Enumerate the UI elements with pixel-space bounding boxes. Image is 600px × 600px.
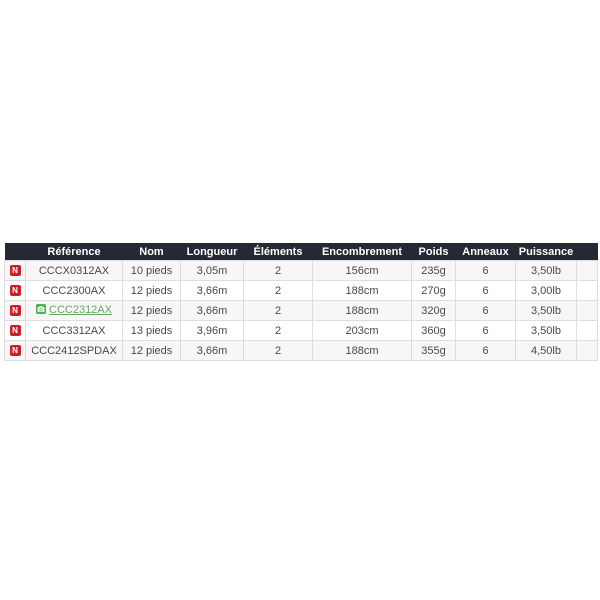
elements-cell: 2 [243, 300, 313, 321]
anneaux-cell: 6 [455, 280, 516, 301]
poids-cell: 360g [411, 320, 456, 341]
elements-cell: 2 [243, 340, 313, 361]
longueur-cell: 3,05m [180, 260, 244, 281]
table-header-row: Référence Nom Longueur Éléments Encombre… [4, 243, 598, 261]
encombrement-cell: 203cm [312, 320, 412, 341]
spacer-cell [576, 340, 598, 361]
nom-cell: 12 pieds [122, 300, 181, 321]
new-badge-cell: N [4, 320, 26, 341]
reference-cell: CCC3312AX [25, 320, 123, 341]
product-spec-table: Référence Nom Longueur Éléments Encombre… [4, 243, 598, 361]
table-row: N CCC2412SPDAX 12 pieds 3,66m 2 188cm 35… [4, 340, 598, 361]
spacer-cell [576, 280, 598, 301]
new-badge-cell: N [4, 280, 26, 301]
product-table-wrap: Référence Nom Longueur Éléments Encombre… [4, 243, 598, 361]
anneaux-cell: 6 [455, 320, 516, 341]
column-header-poids: Poids [411, 243, 456, 261]
column-header-longueur: Longueur [180, 243, 244, 261]
reference-cell: CCC2412SPDAX [25, 340, 123, 361]
spacer-cell [576, 320, 598, 341]
elements-cell: 2 [243, 280, 313, 301]
encombrement-cell: 188cm [312, 340, 412, 361]
table-row: N CCC2300AX 12 pieds 3,66m 2 188cm 270g … [4, 280, 598, 301]
anneaux-cell: 6 [455, 300, 516, 321]
new-badge-cell: N [4, 340, 26, 361]
reference-link[interactable]: CCC2312AX [36, 304, 112, 316]
new-badge: N [9, 305, 21, 317]
encombrement-cell: 188cm [312, 280, 412, 301]
new-badge: N [9, 325, 21, 337]
column-header-elements: Éléments [243, 243, 313, 261]
new-badge-cell: N [4, 300, 26, 321]
poids-cell: 320g [411, 300, 456, 321]
column-header-reference: Référence [25, 243, 123, 261]
table-row: N CCCX0312AX 10 pieds 3,05m 2 156cm 235g… [4, 260, 598, 281]
longueur-cell: 3,66m [180, 280, 244, 301]
longueur-cell: 3,66m [180, 300, 244, 321]
encombrement-cell: 156cm [312, 260, 412, 281]
anneaux-cell: 6 [455, 260, 516, 281]
spacer-cell [576, 300, 598, 321]
new-badge: N [9, 285, 21, 297]
spacer-cell [576, 260, 598, 281]
new-badge: N [9, 265, 21, 277]
new-badge: N [9, 345, 21, 357]
puissance-cell: 3,50lb [515, 260, 577, 281]
column-header-anneaux: Anneaux [455, 243, 516, 261]
puissance-cell: 3,50lb [515, 300, 577, 321]
reference-cell: CCCX0312AX [25, 260, 123, 281]
table-row: N CCC3312AX 13 pieds 3,96m 2 203cm 360g … [4, 320, 598, 341]
poids-cell: 270g [411, 280, 456, 301]
reference-cell: CCC2312AX [25, 300, 123, 321]
badge-column-header [4, 243, 26, 261]
puissance-cell: 4,50lb [515, 340, 577, 361]
camera-icon [36, 304, 46, 317]
new-badge-cell: N [4, 260, 26, 281]
nom-cell: 12 pieds [122, 280, 181, 301]
puissance-cell: 3,50lb [515, 320, 577, 341]
nom-cell: 10 pieds [122, 260, 181, 281]
elements-cell: 2 [243, 260, 313, 281]
elements-cell: 2 [243, 320, 313, 341]
column-header-puissance: Puissance [515, 243, 577, 261]
poids-cell: 235g [411, 260, 456, 281]
longueur-cell: 3,66m [180, 340, 244, 361]
spacer-column-header [576, 243, 598, 261]
puissance-cell: 3,00lb [515, 280, 577, 301]
encombrement-cell: 188cm [312, 300, 412, 321]
column-header-nom: Nom [122, 243, 181, 261]
anneaux-cell: 6 [455, 340, 516, 361]
longueur-cell: 3,96m [180, 320, 244, 341]
reference-cell: CCC2300AX [25, 280, 123, 301]
table-row: N CCC2312AX 12 pieds 3,66m 2 188cm 320g … [4, 300, 598, 321]
nom-cell: 12 pieds [122, 340, 181, 361]
poids-cell: 355g [411, 340, 456, 361]
nom-cell: 13 pieds [122, 320, 181, 341]
column-header-encombrement: Encombrement [312, 243, 412, 261]
